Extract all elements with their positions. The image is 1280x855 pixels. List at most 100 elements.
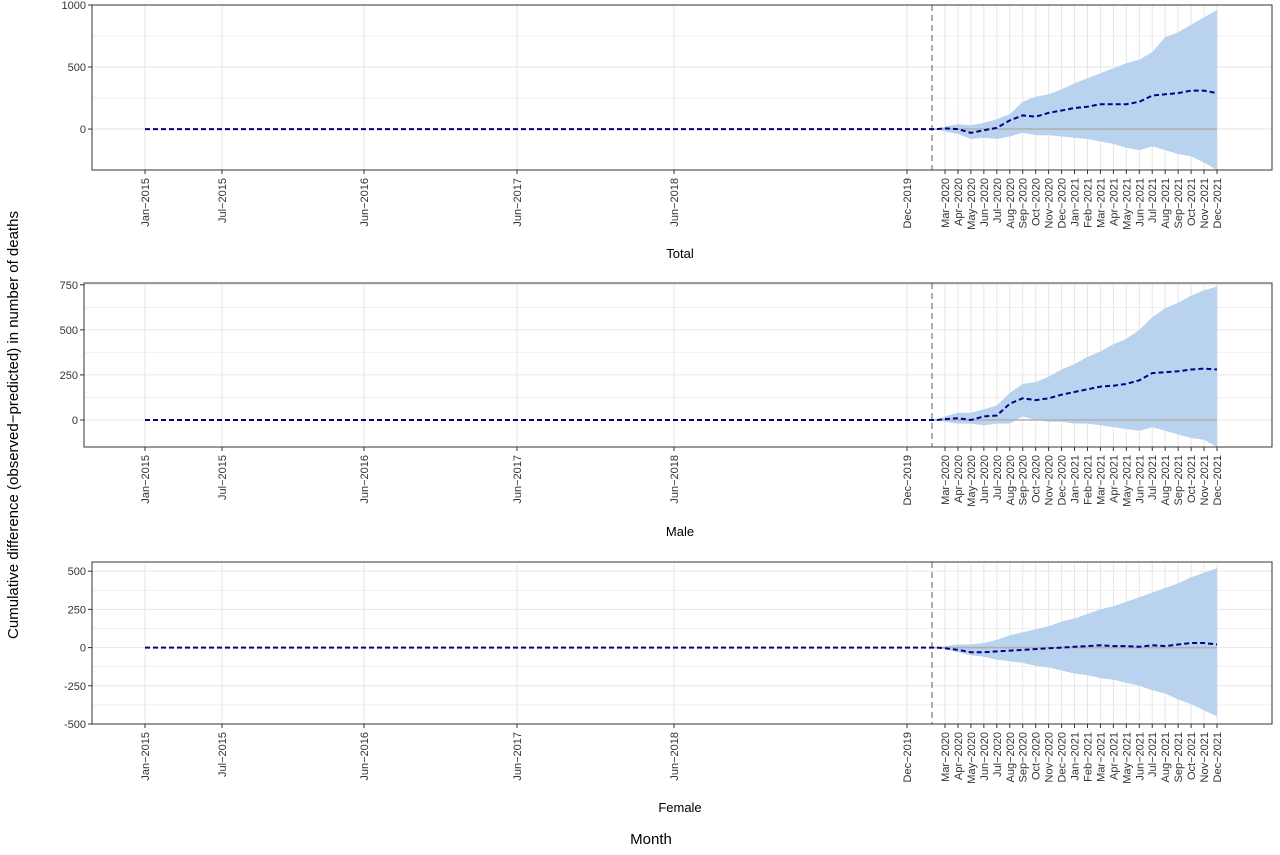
x-tick-label: Aug−2020 (1005, 732, 1017, 782)
x-tick-label: Jul−2021 (1147, 732, 1159, 777)
x-tick-label: Jul−2015 (217, 455, 229, 500)
x-tick-label: Oct−2021 (1186, 732, 1198, 780)
x-tick-label: Mar−2020 (940, 732, 952, 782)
confidence-band (145, 10, 1217, 170)
x-tick-label: Jun−2017 (512, 455, 524, 504)
x-tick-label: Apr−2020 (953, 178, 965, 226)
x-tick-label: Oct−2020 (1031, 455, 1043, 503)
x-tick-label: Feb−2021 (1082, 732, 1094, 782)
y-tick-label: 500 (68, 62, 86, 74)
x-tick-label: Dec−2021 (1212, 732, 1224, 782)
chart-panel-female: -500 -250 0 250 500 Jan−2015 Jul−2015 Jun−2016 J… (64, 561, 1273, 815)
x-tick-label: May−2020 (966, 178, 978, 230)
series-line (145, 367, 1218, 422)
x-tick-label: Jan−2015 (140, 732, 152, 781)
x-tick-label: Jun−2016 (359, 455, 371, 504)
x-tick-label: Nov−2021 (1199, 732, 1211, 782)
x-tick-label: Jan−2015 (140, 178, 152, 227)
x-axis-title: Month (630, 831, 672, 848)
x-tick-label: Sep−2021 (1173, 732, 1185, 782)
x-tick-label: Mar−2020 (940, 455, 952, 505)
x-tick-label: Apr−2021 (1108, 455, 1120, 503)
x-tick-label: Nov−2020 (1044, 178, 1056, 228)
x-tick-label: Jul−2021 (1147, 455, 1159, 500)
x-tick-label: Jun−2020 (979, 455, 991, 504)
x-tick-label: Nov−2021 (1199, 178, 1211, 228)
x-tick-label: Aug−2021 (1160, 178, 1172, 228)
x-tick-label: Jun−2018 (669, 732, 681, 781)
y-tick-label: -500 (64, 719, 86, 731)
x-tick-label: Mar−2021 (1095, 732, 1107, 782)
x-tick-label: Mar−2021 (1095, 178, 1107, 228)
x-tick-label: Feb−2021 (1082, 178, 1094, 228)
x-tick-label: Sep−2020 (1018, 455, 1030, 505)
panel-border (91, 561, 1273, 725)
x-tick-label: Jun−2020 (979, 732, 991, 781)
panel-title: Total (666, 246, 694, 261)
panel-border (83, 282, 1273, 448)
x-tick-label: Aug−2021 (1160, 732, 1172, 782)
x-tick-label: Jul−2020 (992, 178, 1004, 223)
y-tick-label: 250 (68, 604, 86, 616)
x-tick-label: Jul−2020 (992, 455, 1004, 500)
y-tick-label: 500 (60, 325, 78, 337)
x-tick-label: Jan−2021 (1070, 732, 1082, 781)
x-tick-label: Nov−2021 (1199, 455, 1211, 505)
x-tick-label: Dec−2019 (902, 178, 914, 228)
x-tick-label: Jun−2016 (359, 178, 371, 227)
y-tick-label: 250 (60, 370, 78, 382)
x-tick-label: Jul−2015 (217, 732, 229, 777)
x-tick-label: May−2021 (1121, 455, 1133, 507)
x-tick-label: Aug−2020 (1005, 178, 1017, 228)
x-tick-label: Apr−2021 (1108, 732, 1120, 780)
panel-border (91, 4, 1273, 171)
x-tick-label: Oct−2021 (1186, 455, 1198, 503)
y-tick-label: 750 (60, 280, 78, 292)
confidence-band (145, 568, 1217, 717)
x-tick-label: Oct−2020 (1031, 178, 1043, 226)
x-tick-label: Jan−2021 (1070, 178, 1082, 227)
x-tick-label: Jul−2021 (1147, 178, 1159, 223)
x-tick-label: Jul−2015 (217, 178, 229, 223)
x-tick-label: May−2020 (966, 732, 978, 784)
chart-panel-total: 0 500 1000 Jan−2015 Jul−2015 Jun−2016 Jun−2017… (62, 0, 1273, 261)
x-tick-label: May−2020 (966, 455, 978, 507)
y-tick-label: -250 (64, 681, 86, 693)
x-tick-label: Jun−2018 (669, 455, 681, 504)
x-tick-label: Jun−2020 (979, 178, 991, 227)
y-tick-label: 0 (80, 643, 86, 655)
x-tick-label: Apr−2021 (1108, 178, 1120, 226)
y-tick-label: 0 (72, 415, 78, 427)
x-tick-label: Nov−2020 (1044, 455, 1056, 505)
x-tick-label: Jun−2021 (1134, 732, 1146, 781)
x-tick-label: Dec−2020 (1057, 732, 1069, 782)
x-tick-label: Oct−2021 (1186, 178, 1198, 226)
x-tick-label: May−2021 (1121, 732, 1133, 784)
series-line (145, 89, 1218, 134)
x-tick-label: Dec−2019 (902, 732, 914, 782)
x-tick-label: Jun−2021 (1134, 178, 1146, 227)
x-tick-label: Jun−2017 (512, 178, 524, 227)
x-tick-label: Dec−2020 (1057, 455, 1069, 505)
x-tick-label: Jan−2021 (1070, 455, 1082, 504)
x-tick-label: Apr−2020 (953, 455, 965, 503)
panel-title: Female (658, 800, 701, 815)
x-tick-label: Jun−2017 (512, 732, 524, 781)
x-tick-label: Mar−2021 (1095, 455, 1107, 505)
x-tick-label: Jun−2016 (359, 732, 371, 781)
y-tick-label: 0 (80, 124, 86, 136)
x-tick-label: Jun−2018 (669, 178, 681, 227)
x-tick-label: Feb−2021 (1082, 455, 1094, 505)
x-tick-label: Jun−2021 (1134, 455, 1146, 504)
x-tick-label: May−2021 (1121, 178, 1133, 230)
x-tick-label: Sep−2020 (1018, 178, 1030, 228)
x-tick-label: Sep−2021 (1173, 178, 1185, 228)
x-tick-label: Dec−2020 (1057, 178, 1069, 228)
x-tick-label: Oct−2020 (1031, 732, 1043, 780)
x-tick-label: Aug−2020 (1005, 455, 1017, 505)
x-tick-label: Aug−2021 (1160, 455, 1172, 505)
y-tick-label: 1000 (62, 0, 86, 12)
x-tick-label: Dec−2021 (1212, 455, 1224, 505)
